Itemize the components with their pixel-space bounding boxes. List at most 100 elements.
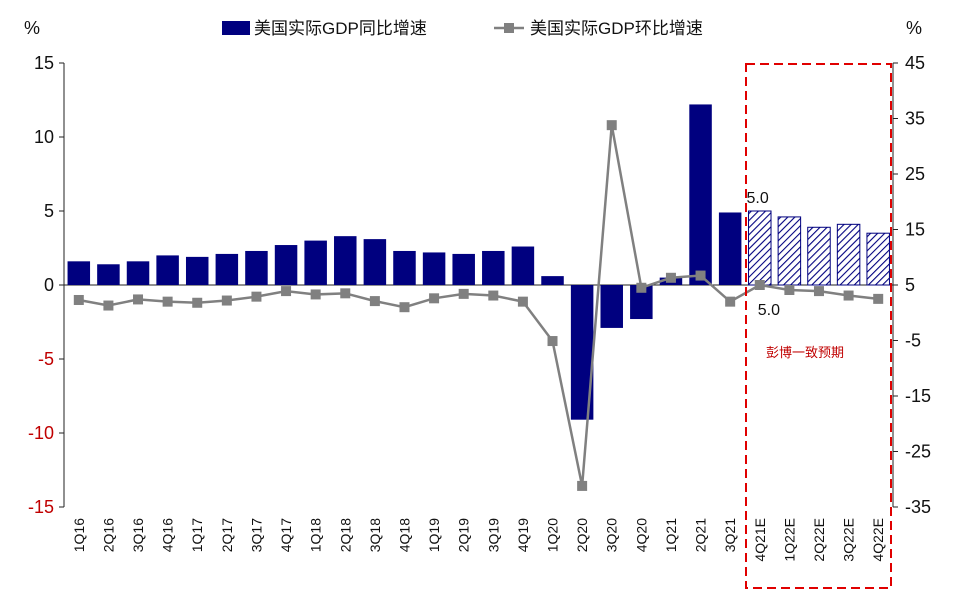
bar-3Q17 [245, 250, 268, 285]
y-right-tick-label: -35 [905, 497, 931, 517]
bar-2Q19 [452, 253, 475, 285]
forecast-box [745, 63, 892, 589]
x-tick-label: 3Q22E [841, 518, 857, 562]
bar-3Q18 [363, 239, 387, 285]
bar-1Q17 [185, 256, 209, 285]
qoq-point-4Q18 [399, 302, 410, 313]
bar-2Q20 [570, 285, 594, 420]
qoq-point-1Q18 [310, 289, 321, 300]
qoq-point-1Q16 [73, 294, 84, 305]
qoq-point-1Q19 [429, 293, 440, 304]
x-tick-label: 4Q18 [396, 518, 412, 552]
legend-swatch-yoy [222, 21, 250, 35]
x-tick-label: 3Q16 [130, 518, 146, 552]
bar-2Q21 [689, 104, 712, 285]
qoq-point-4Q16 [162, 296, 173, 307]
bar-4Q22E [866, 232, 890, 286]
forecast-annotation: 彭博一致预期 [766, 345, 844, 360]
legend-label-qoq: 美国实际GDP环比增速 [530, 19, 703, 38]
x-tick-label: 4Q16 [160, 518, 176, 552]
x-tick-label: 2Q17 [219, 518, 235, 552]
x-tick-label: 1Q16 [71, 518, 87, 552]
x-tick-label: 2Q16 [100, 518, 116, 552]
qoq-line [73, 120, 884, 491]
qoq-point-1Q17 [192, 297, 203, 308]
bar-2Q16 [97, 264, 120, 285]
y-left-tick-label: 10 [34, 127, 54, 147]
qoq-point-3Q18 [369, 296, 380, 307]
x-tick-label: 3Q19 [485, 518, 501, 552]
x-tick-label: 4Q17 [278, 518, 294, 552]
x-tick-label: 1Q22E [781, 518, 797, 562]
bar-1Q20 [541, 276, 564, 285]
bar-3Q16 [126, 261, 150, 285]
y-left-tick-label: 5 [44, 201, 54, 221]
bar-4Q19 [511, 246, 535, 285]
y-right-tick-label: 45 [905, 53, 925, 73]
y-right-tick-label: 25 [905, 164, 925, 184]
qoq-point-2Q16 [103, 300, 114, 311]
qoq-point-3Q16 [133, 294, 144, 305]
y-right-tick-label: 15 [905, 220, 925, 240]
bar-1Q16 [67, 261, 91, 285]
bar-4Q21E [748, 210, 772, 286]
bar-3Q22E [836, 223, 861, 286]
x-ticks: 1Q16 2Q16 3Q16 4Q16 1Q17 2Q17 3Q17 4Q17 1Q18 2Q18… [71, 518, 886, 562]
y-right-tick-label: 35 [905, 109, 925, 129]
bar-4Q18 [393, 250, 416, 285]
y-right-tick-label: -15 [905, 386, 931, 406]
x-tick-label: 4Q19 [515, 518, 531, 552]
bar-1Q22E [777, 216, 802, 286]
y-left-tick-label: 15 [34, 53, 54, 73]
qoq-point-4Q17 [281, 286, 292, 297]
legend: 美国实际GDP同比增速 美国实际GDP环比增速 [222, 19, 703, 38]
qoq-point-3Q20 [606, 120, 617, 131]
legend-swatch-qoq-marker [504, 23, 514, 33]
y-right-tick-label: -5 [905, 331, 921, 351]
qoq-point-3Q17 [251, 291, 262, 302]
bar-2Q18 [334, 236, 357, 285]
y-right-unit: % [906, 18, 922, 38]
qoq-point-2Q17 [221, 295, 232, 306]
x-tick-label: 1Q21 [663, 518, 679, 552]
x-tick-label: 2Q21 [693, 518, 709, 552]
x-tick-label: 4Q20 [633, 518, 649, 552]
qoq-point-2Q21 [695, 270, 706, 281]
qoq-point-4Q22E [873, 293, 884, 304]
legend-label-yoy: 美国实际GDP同比增速 [254, 19, 427, 38]
qoq-point-3Q19 [488, 290, 499, 301]
qoq-point-2Q20 [577, 480, 588, 491]
bar-1Q19 [422, 252, 446, 285]
qoq-point-2Q19 [458, 288, 469, 299]
x-tick-label: 3Q17 [248, 518, 264, 552]
bar-4Q17 [274, 245, 298, 285]
x-tick-label: 1Q20 [545, 518, 561, 552]
x-tick-label: 3Q20 [604, 518, 620, 552]
y-left-ticks: 15 10 5 0 -5 -10 -15 [28, 53, 64, 517]
x-tick-label: 3Q18 [367, 518, 383, 552]
bar-3Q20 [600, 285, 623, 328]
y-left-tick-label: 0 [44, 275, 54, 295]
y-left-tick-label: -5 [38, 349, 54, 369]
qoq-point-2Q18 [340, 288, 351, 299]
qoq-point-4Q21E [754, 280, 765, 290]
qoq-point-2Q22E [813, 286, 824, 297]
x-tick-label: 2Q19 [456, 518, 472, 552]
qoq-point-4Q19 [517, 296, 528, 307]
x-tick-label: 1Q18 [308, 518, 324, 552]
bar-4Q20 [630, 285, 653, 320]
x-tick-label: 2Q20 [574, 518, 590, 552]
bar-3Q21 [718, 212, 742, 285]
x-tick-label: 2Q22E [811, 518, 827, 562]
y-right-ticks: 45 35 25 15 5 -5 -15 -25 -35 [893, 53, 931, 517]
y-right-tick-label: -25 [905, 442, 931, 462]
qoq-point-3Q21 [725, 296, 736, 307]
qoq-point-3Q22E [843, 290, 854, 301]
x-tick-label: 1Q19 [426, 518, 442, 552]
qoq-point-1Q21 [665, 272, 676, 283]
qoq-point-4Q20 [636, 282, 647, 293]
x-tick-label: 2Q18 [337, 518, 353, 552]
bar-1Q18 [304, 240, 327, 285]
bar-4Q16 [156, 255, 179, 285]
